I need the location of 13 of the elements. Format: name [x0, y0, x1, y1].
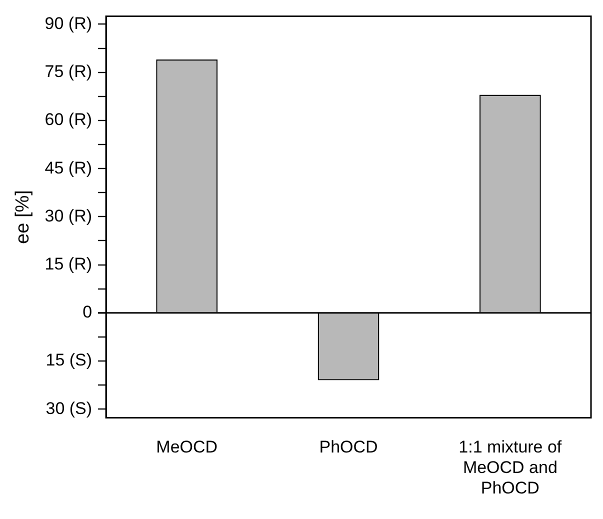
y-axis-title: ee [%]	[12, 190, 34, 244]
y-tick-label: 45 (R)	[44, 158, 92, 178]
y-tick-label: 90 (R)	[44, 14, 92, 33]
x-tick-label: MeOCD	[156, 438, 218, 457]
x-tick-label: 1:1 mixture of MeOCD and PhOCD	[458, 438, 562, 498]
x-tick-label: PhOCD	[319, 438, 378, 457]
y-tick-label: 75 (R)	[44, 62, 92, 82]
y-tick-label: 15 (S)	[46, 350, 92, 370]
y-tick-label: 15 (R)	[44, 254, 92, 274]
y-tick-label: 30 (R)	[44, 206, 92, 226]
y-tick-label: 60 (R)	[44, 110, 92, 130]
y-tick-label: 30 (S)	[46, 398, 92, 418]
y-tick-label: 0	[82, 302, 92, 322]
